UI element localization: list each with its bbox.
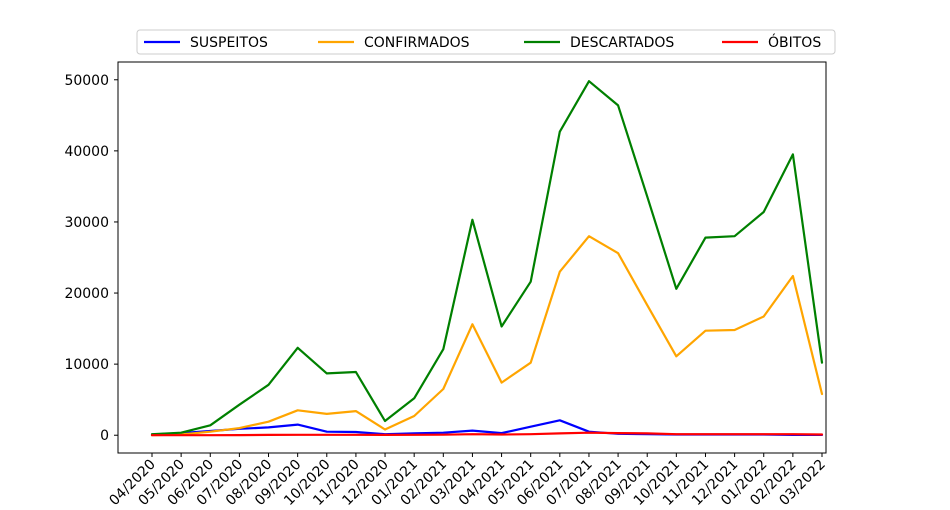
- y-tick-label: 0: [100, 428, 109, 444]
- series-line-suspeitos: [150, 419, 824, 436]
- y-tick-label: 20000: [64, 286, 109, 302]
- plot-lines: [150, 80, 824, 437]
- legend-label-descartados: DESCARTADOS: [570, 35, 674, 51]
- plot-frame: [117, 61, 827, 454]
- legend: SUSPEITOS CONFIRMADOS DESCARTADOS ÓBITOS: [136, 29, 836, 55]
- legend-label-suspeitos: SUSPEITOS: [190, 35, 268, 51]
- legend-label-confirmados: CONFIRMADOS: [364, 35, 470, 51]
- legend-label-óbitos: ÓBITOS: [768, 33, 821, 51]
- y-tick-label: 30000: [64, 215, 109, 231]
- series-line-confirmados: [150, 235, 824, 437]
- legend-box: [136, 29, 836, 55]
- y-tick-label: 10000: [64, 357, 109, 373]
- series-line-descartados: [150, 80, 824, 436]
- x-axis: 04/202005/202006/202007/202008/202009/20…: [106, 453, 829, 509]
- y-tick-label: 50000: [64, 73, 109, 89]
- y-tick-label: 40000: [64, 144, 109, 160]
- y-axis: 0 10000 20000 30000 40000 50000: [64, 73, 118, 444]
- series-line-óbitos: [150, 431, 824, 437]
